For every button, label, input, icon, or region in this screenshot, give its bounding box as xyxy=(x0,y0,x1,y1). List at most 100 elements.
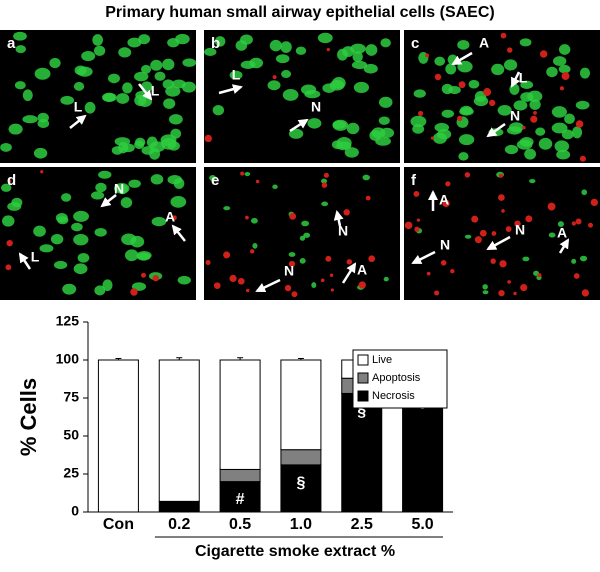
cell-green xyxy=(141,64,152,74)
cell-green xyxy=(57,216,69,225)
cell-red xyxy=(325,255,332,262)
cell-red xyxy=(358,281,366,289)
cell-green xyxy=(300,84,317,95)
cell-red xyxy=(561,72,570,81)
cell-red xyxy=(533,111,537,115)
arrow xyxy=(18,252,32,270)
cell-green xyxy=(548,232,556,238)
cell-green xyxy=(564,113,575,125)
cell-green xyxy=(92,34,103,46)
cell-green xyxy=(322,83,336,93)
cell-green xyxy=(332,77,346,89)
cell-green xyxy=(175,33,190,45)
arrow xyxy=(486,122,506,138)
cell-green xyxy=(363,63,378,74)
cell-red xyxy=(522,125,526,130)
arrow xyxy=(69,114,87,129)
cell-red xyxy=(245,288,250,293)
cell-green xyxy=(437,129,452,140)
cell-green xyxy=(482,284,488,290)
cell-red xyxy=(413,191,420,197)
cell-green xyxy=(240,34,253,45)
cell-red xyxy=(501,209,505,213)
cell-green xyxy=(204,47,217,56)
cell-green xyxy=(212,105,225,116)
cell-red xyxy=(213,282,221,289)
x-tick-label: 5.0 xyxy=(411,516,433,533)
cell-red xyxy=(491,231,497,236)
cell-red xyxy=(575,120,584,128)
legend-swatch xyxy=(357,390,369,402)
cell-red xyxy=(498,194,505,201)
arrow xyxy=(333,210,344,227)
cell-green xyxy=(557,221,564,227)
cell-red xyxy=(223,251,231,259)
cell-green xyxy=(138,34,151,45)
panel-label: c xyxy=(411,35,419,52)
legend-label: Live xyxy=(372,354,392,366)
cell-green xyxy=(321,201,329,207)
cell-red xyxy=(588,222,593,228)
cell-green xyxy=(229,70,243,80)
cell-green xyxy=(579,67,591,79)
x-tick-label: Con xyxy=(103,516,134,533)
cell-green xyxy=(134,140,145,149)
cell-green xyxy=(149,148,161,160)
cell-green xyxy=(111,146,123,155)
legend-label: Necrosis xyxy=(372,390,415,402)
cell-green xyxy=(346,122,360,135)
panel-label: d xyxy=(7,172,16,189)
cell-green xyxy=(307,118,322,129)
cell-green xyxy=(13,31,27,41)
cell-red xyxy=(237,277,245,285)
cell-green xyxy=(162,58,175,71)
cell-red xyxy=(284,284,292,292)
cell-green xyxy=(37,112,49,123)
x-axis-label: Cigarette smoke extract % xyxy=(195,543,395,560)
arrow xyxy=(411,250,436,265)
cell-green xyxy=(581,189,588,196)
cell-green xyxy=(457,39,470,50)
cell-red xyxy=(365,195,371,201)
arrow xyxy=(510,71,521,88)
cell-green xyxy=(413,89,426,98)
cell-green xyxy=(281,70,292,79)
cell-green xyxy=(513,100,528,111)
cell-red xyxy=(498,289,505,297)
cell-green xyxy=(299,258,306,264)
cell-green xyxy=(120,197,133,209)
y-axis-label: % Cells xyxy=(16,378,41,456)
annotation: A xyxy=(357,262,367,278)
cell-green xyxy=(282,88,299,101)
x-tick-label: 0.5 xyxy=(229,516,251,533)
cell-green xyxy=(122,82,133,94)
cell-red xyxy=(575,218,582,225)
bar-segment xyxy=(219,481,261,513)
cell-red xyxy=(464,172,471,178)
cell-red xyxy=(537,273,542,278)
cell-green xyxy=(468,79,480,89)
cell-green xyxy=(458,152,469,161)
cell-green xyxy=(474,91,487,102)
cell-green xyxy=(244,172,251,177)
cell-red xyxy=(539,50,548,58)
cell-green xyxy=(558,44,571,55)
bar-annotation: § xyxy=(296,474,305,491)
micrograph xyxy=(404,167,600,300)
cell-green xyxy=(71,222,83,232)
arrow xyxy=(558,238,570,254)
cell-green xyxy=(113,183,130,194)
cell-red xyxy=(559,86,564,91)
cell-green xyxy=(118,47,132,58)
bar-segment xyxy=(158,500,200,513)
cell-green xyxy=(154,71,166,81)
cell-green xyxy=(77,252,90,263)
annotation: N xyxy=(440,237,450,253)
arrow xyxy=(100,194,117,208)
cell-red xyxy=(507,280,511,284)
bar-segment xyxy=(158,359,200,502)
cell-red xyxy=(426,271,431,276)
cell-green xyxy=(551,122,568,134)
cell-green xyxy=(546,66,558,78)
cell-red xyxy=(507,47,513,53)
